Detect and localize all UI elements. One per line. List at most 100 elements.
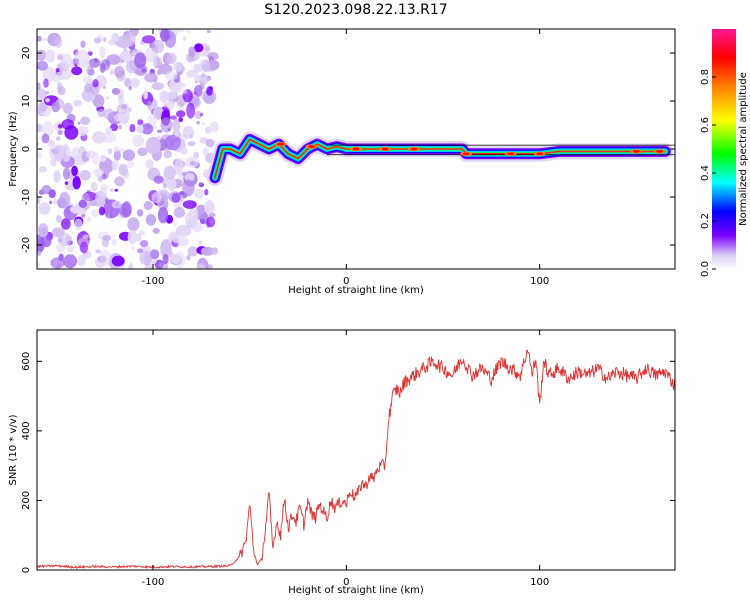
colorbar-tick-label: 0.6 (700, 117, 711, 133)
noise-blob (83, 59, 90, 70)
noise-blob (181, 82, 186, 88)
noise-blob (128, 262, 134, 269)
noise-blob (156, 69, 162, 76)
noise-blob (186, 102, 196, 119)
noise-blob (144, 265, 155, 269)
noise-blob (159, 90, 169, 104)
noise-blob (174, 158, 184, 174)
noise-blob (130, 78, 140, 88)
noise-blob (103, 108, 115, 120)
noise-blob (137, 119, 144, 126)
noise-blob (202, 147, 209, 156)
noise-blob (198, 240, 203, 246)
noise-blob (89, 200, 97, 207)
x-tick-label: -100 (142, 577, 165, 588)
noise-blob (115, 202, 119, 207)
noise-blob (37, 123, 43, 133)
noise-blob (134, 52, 147, 69)
noise-blob (170, 253, 182, 264)
noise-blob (45, 91, 50, 95)
noise-blob (62, 102, 73, 115)
noise-blob (99, 249, 112, 266)
noise-blob (144, 72, 158, 83)
noise-blob (166, 100, 175, 110)
noise-blob (185, 156, 199, 168)
snr-y-axis-label: SNR (10 * v/v) (8, 414, 19, 485)
noise-blob (53, 144, 67, 163)
spectrogram-y-axis-label: Frequency (Hz) (8, 111, 19, 187)
noise-blob (105, 96, 110, 100)
noise-blob (205, 138, 215, 148)
x-tick-label: 100 (530, 577, 549, 588)
noise-blob (64, 181, 69, 185)
noise-blob (127, 230, 138, 245)
ridge-hotspot-core (352, 147, 360, 151)
noise-blob (205, 46, 210, 52)
noise-blob (37, 35, 42, 42)
noise-blob (37, 261, 40, 268)
noise-blob (70, 205, 83, 214)
noise-blob (123, 46, 128, 52)
noise-blob (76, 125, 89, 137)
noise-blob (60, 218, 71, 230)
colorbar-tick-label: 0.0 (700, 261, 711, 277)
noise-blob (162, 183, 167, 189)
x-tick-label: 0 (343, 577, 349, 588)
noise-blob (86, 216, 92, 222)
noise-blob (100, 155, 107, 163)
noise-blob (37, 151, 42, 159)
noise-blob (113, 149, 121, 161)
noise-blob (119, 50, 133, 63)
noise-blob (193, 151, 199, 159)
noise-blob (141, 123, 154, 135)
noise-blob (151, 39, 165, 54)
noise-blob (207, 264, 213, 269)
noise-blob (202, 76, 210, 84)
noise-blob (114, 188, 119, 192)
noise-blob (80, 40, 86, 48)
noise-blob (199, 218, 206, 225)
noise-blob (56, 82, 63, 92)
noise-blob (179, 29, 185, 33)
noise-blob (38, 202, 51, 215)
noise-blob (88, 47, 92, 53)
ridge-hotspot-core (462, 152, 470, 156)
noise-blob (58, 124, 63, 129)
noise-blob (93, 37, 102, 44)
noise-blob (145, 159, 154, 170)
noise-blob (126, 60, 137, 74)
noise-blob (73, 99, 82, 107)
noise-blob (53, 170, 61, 183)
noise-blob (175, 224, 192, 237)
noise-blob (136, 209, 144, 217)
noise-blob (194, 43, 204, 53)
noise-blob (207, 52, 219, 61)
noise-blob (153, 175, 164, 184)
noise-blob (66, 245, 75, 253)
noise-blob (203, 172, 208, 178)
noise-blob (107, 212, 111, 219)
snr-x-axis-label: Height of straight line (km) (288, 585, 424, 596)
noise-blob (136, 124, 144, 134)
noise-blob (111, 87, 120, 95)
noise-blob (113, 65, 125, 78)
noise-blob (91, 209, 100, 218)
x-tick-label: 100 (530, 276, 549, 287)
noise-blob (47, 141, 56, 148)
noise-blob (179, 191, 185, 196)
noise-blob (62, 167, 71, 180)
snr-plot-area (37, 349, 675, 570)
noise-blob (37, 101, 47, 114)
noise-blob (176, 110, 186, 118)
colorbar-tick-label: 0.4 (700, 165, 711, 181)
noise-blob (38, 223, 49, 236)
ridge-hotspot-core (410, 147, 418, 151)
noise-blob (49, 200, 52, 205)
noise-blob (170, 115, 177, 120)
noise-blob (100, 184, 109, 191)
colorbar: 0.0 0.2 0.4 0.6 0.8 Normalized spectral ampl… (700, 29, 749, 277)
noise-blob (122, 149, 136, 161)
noise-blob (43, 78, 49, 88)
